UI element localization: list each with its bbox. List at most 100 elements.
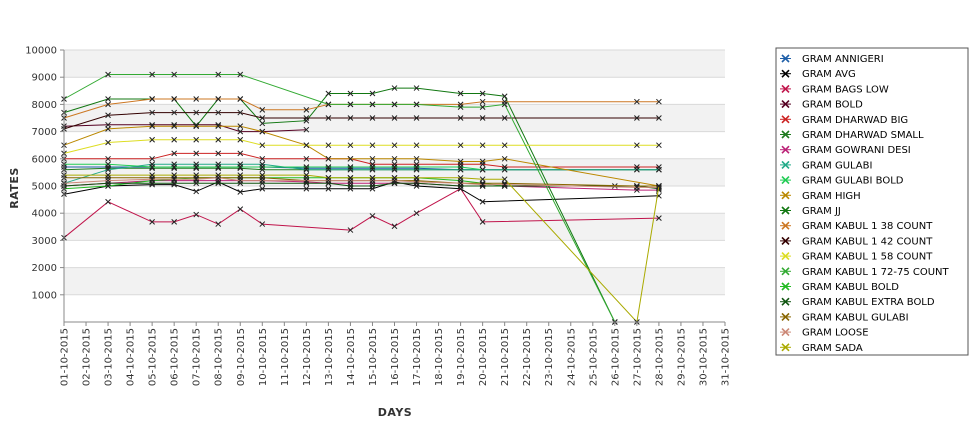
data-point-marker	[413, 155, 420, 162]
data-point-marker	[105, 112, 111, 119]
legend-items: GRAM ANNIGERI GRAM AVG GRAM BAGS LOW GRAM B…	[780, 54, 950, 354]
data-point-marker	[105, 198, 111, 205]
data-point-marker	[501, 142, 508, 149]
data-point-marker	[634, 115, 640, 121]
y-tick-label: 1000	[32, 290, 57, 301]
data-point-marker	[391, 142, 398, 149]
data-point-marker	[259, 120, 266, 127]
y-tick-label: 4000	[32, 209, 57, 220]
data-point-marker	[259, 128, 266, 135]
data-point-marker	[193, 180, 200, 187]
data-point-marker	[325, 115, 332, 121]
data-point-marker	[369, 115, 376, 121]
y-tick-label: 3000	[32, 236, 57, 247]
data-point-marker	[149, 164, 155, 170]
data-point-marker	[237, 172, 244, 178]
data-point-marker	[193, 172, 200, 178]
data-point-marker	[347, 174, 354, 181]
series-gram-kabul-1-58-count	[61, 136, 662, 157]
data-point-marker	[656, 115, 662, 121]
data-point-marker	[149, 136, 155, 143]
data-point-marker	[501, 93, 508, 100]
data-point-marker	[347, 101, 354, 108]
data-point-marker	[105, 96, 111, 102]
legend-label: GRAM KABUL 1 72-75 COUNT	[802, 267, 950, 278]
data-point-marker	[303, 142, 310, 149]
legend-box	[775, 47, 969, 356]
x-tick-label: 01-10-2015	[60, 328, 71, 386]
x-tick-label: 19-10-2015	[456, 328, 467, 386]
data-point-marker	[457, 180, 464, 187]
data-point-marker	[215, 221, 222, 227]
data-point-marker	[479, 142, 486, 149]
data-point-marker	[237, 123, 244, 130]
data-point-marker	[501, 115, 508, 121]
data-point-marker	[237, 109, 244, 116]
data-point-marker	[347, 164, 354, 170]
data-point-marker	[501, 155, 508, 162]
series-line	[63, 182, 659, 190]
legend-item: GRAM JJ	[780, 206, 841, 217]
data-point-marker	[171, 180, 178, 187]
x-tick-label: 05-10-2015	[148, 328, 159, 386]
data-point-marker	[501, 166, 508, 173]
data-point-marker	[634, 98, 640, 105]
data-point-marker	[105, 101, 111, 108]
data-point-marker	[457, 115, 464, 121]
data-point-marker	[369, 213, 376, 219]
y-tick-label: 8000	[32, 100, 57, 111]
x-tick-label: 31-10-2015	[721, 328, 732, 386]
plot-band	[64, 267, 725, 295]
x-tick-label: 12-10-2015	[302, 328, 313, 386]
data-point-marker	[171, 172, 178, 178]
legend-label: GRAM KABUL 1 38 COUNT	[802, 221, 933, 232]
legend-item: GRAM DHARWAD SMALL	[780, 130, 924, 141]
data-point-marker	[193, 176, 200, 183]
data-point-marker	[149, 180, 155, 187]
data-point-marker	[193, 136, 200, 143]
data-point-marker	[479, 158, 486, 165]
data-point-marker	[303, 164, 310, 170]
x-tick-label: 10-10-2015	[258, 328, 269, 386]
y-axis-ticks: 1000 2000 3000 4000 5000 6000 7000 8000 9000 1000…	[25, 46, 64, 301]
data-point-marker	[237, 128, 244, 135]
data-point-marker	[325, 185, 332, 192]
data-point-marker	[369, 90, 376, 97]
data-point-marker	[215, 164, 222, 170]
legend-label: GRAM GULABI	[802, 160, 872, 171]
x-tick-label: 21-10-2015	[500, 328, 511, 386]
data-point-marker	[105, 121, 111, 128]
legend-item: GRAM AVG	[780, 69, 856, 80]
data-point-marker	[105, 71, 111, 78]
data-point-marker	[479, 104, 486, 110]
legend-item: GRAM KABUL EXTRA BOLD	[780, 297, 935, 308]
data-point-marker	[413, 142, 420, 149]
data-point-marker	[215, 71, 222, 78]
data-point-marker	[325, 142, 332, 149]
y-tick-label: 9000	[32, 73, 57, 84]
data-point-marker	[347, 115, 354, 121]
series-layer	[61, 71, 662, 325]
legend-label: GRAM DHARWAD SMALL	[802, 130, 924, 141]
x-tick-label: 14-10-2015	[346, 328, 357, 386]
data-point-marker	[149, 71, 155, 78]
data-point-marker	[413, 210, 420, 217]
data-point-marker	[634, 166, 640, 173]
data-point-marker	[215, 150, 222, 157]
x-tick-label: 04-10-2015	[126, 328, 137, 386]
data-point-marker	[656, 142, 662, 149]
data-point-marker	[391, 164, 398, 170]
data-point-marker	[215, 136, 222, 143]
data-point-marker	[105, 139, 111, 146]
legend-label: GRAM ANNIGERI	[802, 54, 884, 65]
data-point-marker	[193, 123, 200, 130]
data-point-marker	[237, 150, 244, 157]
data-point-marker	[259, 172, 266, 178]
data-point-marker	[347, 227, 354, 233]
data-point-marker	[479, 176, 486, 183]
legend-item: GRAM KABUL 1 58 COUNT	[780, 252, 933, 263]
data-point-marker	[215, 96, 222, 102]
data-point-marker	[303, 115, 310, 121]
x-tick-label: 15-10-2015	[368, 328, 379, 386]
